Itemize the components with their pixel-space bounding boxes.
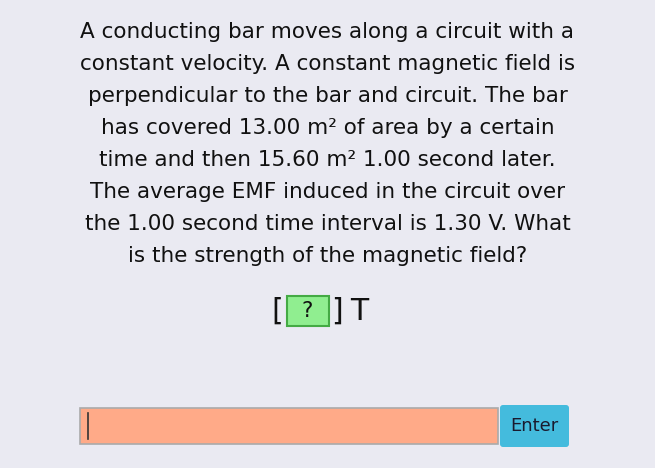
- Text: is the strength of the magnetic field?: is the strength of the magnetic field?: [128, 246, 527, 266]
- Text: constant velocity. A constant magnetic field is: constant velocity. A constant magnetic f…: [80, 54, 575, 74]
- Text: the 1.00 second time interval is 1.30 V. What: the 1.00 second time interval is 1.30 V.…: [84, 214, 571, 234]
- Text: ]: ]: [331, 297, 343, 326]
- Text: ?: ?: [302, 301, 313, 321]
- Text: The average EMF induced in the circuit over: The average EMF induced in the circuit o…: [90, 182, 565, 202]
- Text: perpendicular to the bar and circuit. The bar: perpendicular to the bar and circuit. Th…: [88, 86, 567, 106]
- FancyBboxPatch shape: [500, 405, 569, 447]
- Text: time and then 15.60 m² 1.00 second later.: time and then 15.60 m² 1.00 second later…: [99, 150, 556, 170]
- FancyBboxPatch shape: [80, 408, 498, 444]
- Text: A conducting bar moves along a circuit with a: A conducting bar moves along a circuit w…: [81, 22, 574, 42]
- Text: T: T: [350, 297, 369, 326]
- Text: Enter: Enter: [510, 417, 559, 435]
- Text: [: [: [272, 297, 284, 326]
- FancyBboxPatch shape: [286, 296, 329, 326]
- Text: has covered 13.00 m² of area by a certain: has covered 13.00 m² of area by a certai…: [101, 118, 554, 138]
